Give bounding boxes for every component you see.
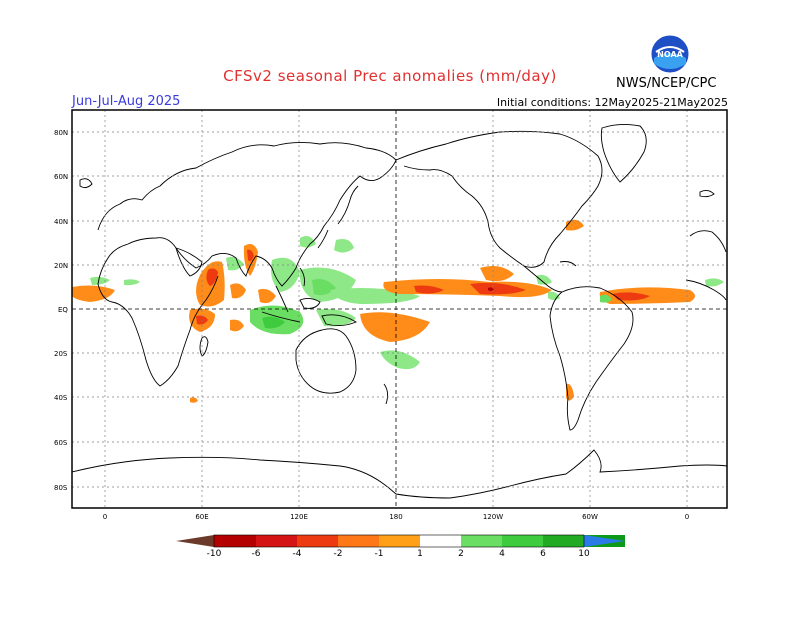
colorbar-label: -2 bbox=[334, 549, 343, 559]
colorbar-bin bbox=[543, 535, 584, 547]
lon-label: 0 bbox=[103, 513, 107, 521]
coastlines bbox=[72, 123, 727, 499]
colorbar-bin bbox=[338, 535, 379, 547]
colorbar-bin bbox=[461, 535, 502, 547]
season-label: Jun-Jul-Aug 2025 bbox=[72, 94, 181, 109]
map-frame bbox=[71, 109, 728, 509]
colorbar-label: 10 bbox=[578, 549, 590, 559]
lon-label: 60E bbox=[195, 513, 208, 521]
colorbar: -10 -6 -4 -2 -1 1 2 4 6 10 bbox=[176, 534, 625, 559]
colorbar-label: -6 bbox=[252, 549, 261, 559]
initial-conditions-label: Initial conditions: 12May2025-21May2025 bbox=[496, 96, 728, 109]
colorbar-label: -4 bbox=[293, 549, 302, 559]
logo-text: NOAA bbox=[657, 50, 683, 59]
lat-label: 80N bbox=[54, 129, 68, 137]
colorbar-bin bbox=[256, 535, 297, 547]
latitude-labels: 80N 60N 40N 20N EQ 20S 40S 60S 80S bbox=[54, 129, 68, 492]
lat-label: 20S bbox=[54, 350, 68, 358]
gridlines bbox=[72, 110, 727, 508]
colorbar-label: 6 bbox=[540, 549, 546, 559]
lat-label: EQ bbox=[58, 306, 68, 314]
agency-label: NWS/NCEP/CPC bbox=[616, 76, 717, 91]
colorbar-label: 4 bbox=[499, 549, 505, 559]
colorbar-bin bbox=[502, 535, 543, 547]
lon-label: 60W bbox=[582, 513, 598, 521]
map-area bbox=[72, 110, 727, 508]
lat-label: 60S bbox=[54, 439, 68, 447]
colorbar-left-arrow bbox=[176, 535, 214, 547]
colorbar-bin bbox=[379, 535, 420, 547]
lon-label: 120E bbox=[290, 513, 308, 521]
colorbar-label: -10 bbox=[207, 549, 222, 559]
lon-label: 180 bbox=[389, 513, 402, 521]
lon-label: 0 bbox=[685, 513, 689, 521]
noaa-logo: NOAA bbox=[650, 34, 690, 74]
lat-label: 20N bbox=[54, 262, 68, 270]
colorbar-bin bbox=[214, 535, 256, 547]
lat-label: 60N bbox=[54, 173, 68, 181]
colorbar-bin bbox=[420, 535, 461, 547]
colorbar-label: 2 bbox=[458, 549, 464, 559]
lat-label: 40S bbox=[54, 394, 68, 402]
map-title: CFSv2 seasonal Prec anomalies (mm/day) bbox=[0, 67, 800, 85]
colorbar-right-arrow bbox=[584, 535, 625, 547]
lat-label: 40N bbox=[54, 218, 68, 226]
lat-label: 80S bbox=[54, 484, 68, 492]
lon-label: 120W bbox=[483, 513, 503, 521]
longitude-labels: 0 60E 120E 180 120W 60W 0 bbox=[103, 513, 689, 521]
anomaly-shading bbox=[72, 219, 724, 403]
colorbar-bin bbox=[297, 535, 338, 547]
colorbar-label: -1 bbox=[375, 549, 384, 559]
colorbar-label: 1 bbox=[417, 549, 423, 559]
map-title-text: CFSv2 seasonal Prec anomalies (mm/day) bbox=[223, 67, 557, 85]
